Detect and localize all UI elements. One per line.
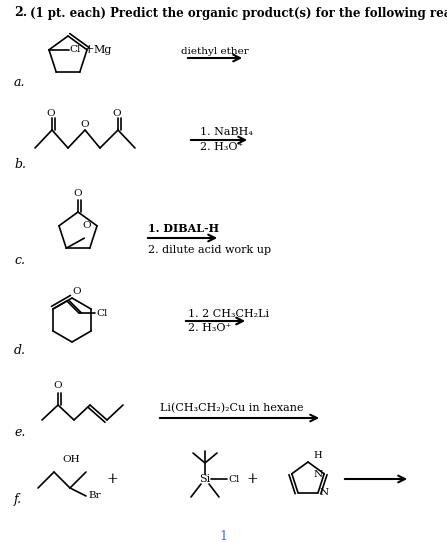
Text: e.: e. — [14, 426, 25, 439]
Text: Br: Br — [88, 491, 101, 501]
Text: 1. NaBH₄: 1. NaBH₄ — [200, 127, 253, 137]
Text: 2. dilute acid work up: 2. dilute acid work up — [148, 245, 271, 255]
Text: f.: f. — [14, 494, 22, 507]
Text: 1. DIBAL-H: 1. DIBAL-H — [148, 223, 219, 233]
Text: diethyl ether: diethyl ether — [181, 47, 249, 55]
Text: Cl: Cl — [96, 308, 107, 318]
Text: c.: c. — [14, 254, 25, 267]
Text: 1. 2 CH₃CH₂Li: 1. 2 CH₃CH₂Li — [188, 309, 269, 319]
Text: +: + — [246, 472, 258, 486]
Text: N: N — [320, 488, 329, 497]
Text: (1 pt. each) Predict the organic product(s) for the following reactions:: (1 pt. each) Predict the organic product… — [30, 7, 447, 20]
Text: Mg: Mg — [93, 45, 111, 55]
Text: O: O — [72, 287, 81, 295]
Text: d.: d. — [14, 344, 26, 357]
Text: Cl: Cl — [69, 45, 80, 54]
Text: O: O — [83, 222, 91, 230]
Text: O: O — [74, 188, 82, 198]
Text: 2. H₃O⁺: 2. H₃O⁺ — [200, 142, 243, 152]
Text: H: H — [313, 451, 322, 460]
Text: OH: OH — [62, 456, 80, 464]
Text: N: N — [313, 470, 322, 479]
Text: 1: 1 — [219, 529, 227, 542]
Text: +: + — [106, 472, 118, 486]
Text: 2.: 2. — [14, 7, 27, 20]
Text: O: O — [81, 120, 89, 129]
Text: O: O — [54, 382, 62, 390]
Text: O: O — [113, 110, 121, 118]
Text: Si: Si — [199, 474, 211, 484]
Text: 2. H₃O⁺: 2. H₃O⁺ — [188, 323, 231, 333]
Text: O: O — [46, 110, 55, 118]
Text: Li(CH₃CH₂)₂Cu in hexane: Li(CH₃CH₂)₂Cu in hexane — [160, 403, 304, 413]
Text: +: + — [84, 43, 95, 56]
Text: b.: b. — [14, 159, 26, 172]
Text: Cl: Cl — [228, 475, 240, 483]
Text: a.: a. — [14, 75, 25, 89]
